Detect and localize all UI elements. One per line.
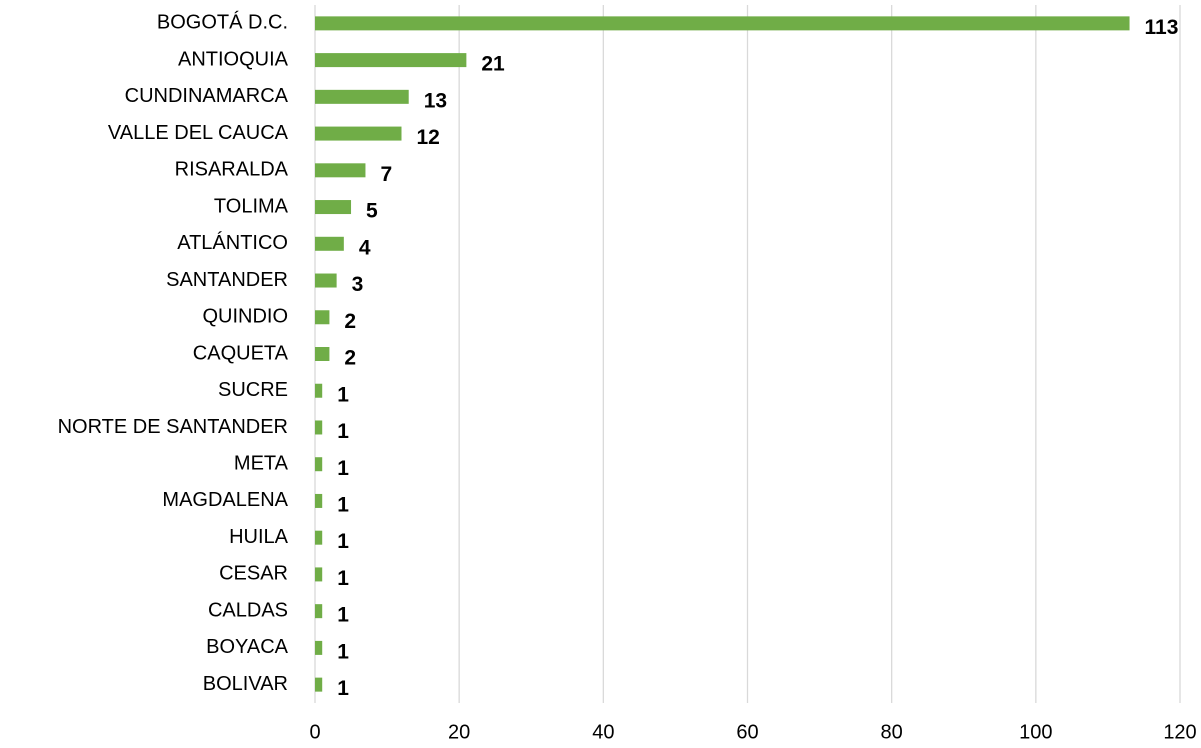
x-tick-label: 80 [881,721,903,743]
value-label: 1 [337,530,349,553]
y-tick-label: ANTIOQUIA [178,48,289,70]
bar [315,493,323,508]
y-tick-label: VALLE DEL CAUCA [108,122,289,144]
bar [315,604,323,619]
value-label: 3 [352,273,364,296]
value-label: 2 [344,310,356,333]
x-tick-label: 100 [1019,721,1052,743]
bar [315,640,323,655]
bar [315,53,467,68]
bar [315,236,344,251]
value-label: 12 [417,126,440,149]
value-label: 2 [344,347,356,370]
y-tick-label: CESAR [219,563,288,585]
y-tick-label: RISARALDA [175,159,289,181]
bar [315,89,409,104]
x-tick-label: 120 [1163,721,1196,743]
bar [315,200,352,215]
bar [315,16,1130,31]
x-tick-label: 20 [448,721,470,743]
bar [315,420,323,435]
bar [315,457,323,472]
y-tick-label: TOLIMA [214,195,289,217]
y-tick-label: HUILA [229,526,289,548]
bar [315,310,330,325]
x-tick-label: 60 [736,721,758,743]
value-label: 1 [337,677,349,700]
value-label: 1 [337,383,349,406]
y-tick-label: BOLIVAR [203,673,288,695]
y-tick-label: CAQUETA [193,342,289,364]
value-label: 7 [380,163,392,186]
y-tick-label: CUNDINAMARCA [125,85,289,107]
value-label: 1 [337,567,349,590]
value-label: 1 [337,457,349,480]
value-label: 5 [366,200,378,223]
y-tick-label: CALDAS [208,599,288,621]
bar [315,273,337,288]
y-tick-label: QUINDIO [202,306,288,328]
y-tick-label: BOGOTÁ D.C. [157,11,288,34]
y-tick-label: META [234,452,289,474]
y-tick-label: SUCRE [218,379,288,401]
x-tick-label: 40 [592,721,614,743]
value-label: 1 [337,640,349,663]
value-label: 4 [359,236,371,259]
bar [315,347,330,361]
value-label: 13 [424,89,447,112]
value-label: 1 [337,420,349,443]
bar [315,567,323,582]
value-label: 21 [481,53,505,76]
bar [315,383,323,398]
value-label: 1 [337,493,349,516]
x-tick-label: 0 [309,721,320,743]
value-label: 113 [1145,16,1179,39]
bar [315,677,323,692]
y-tick-label: ATLÁNTICO [177,231,288,254]
bar [315,126,402,141]
y-tick-label: SANTANDER [166,269,288,291]
value-label: 1 [337,604,349,627]
bar [315,163,366,178]
y-tick-label: NORTE DE SANTANDER [58,416,288,438]
bar [315,530,323,545]
y-tick-label: BOYACA [206,636,289,658]
y-tick-label: MAGDALENA [162,489,288,511]
